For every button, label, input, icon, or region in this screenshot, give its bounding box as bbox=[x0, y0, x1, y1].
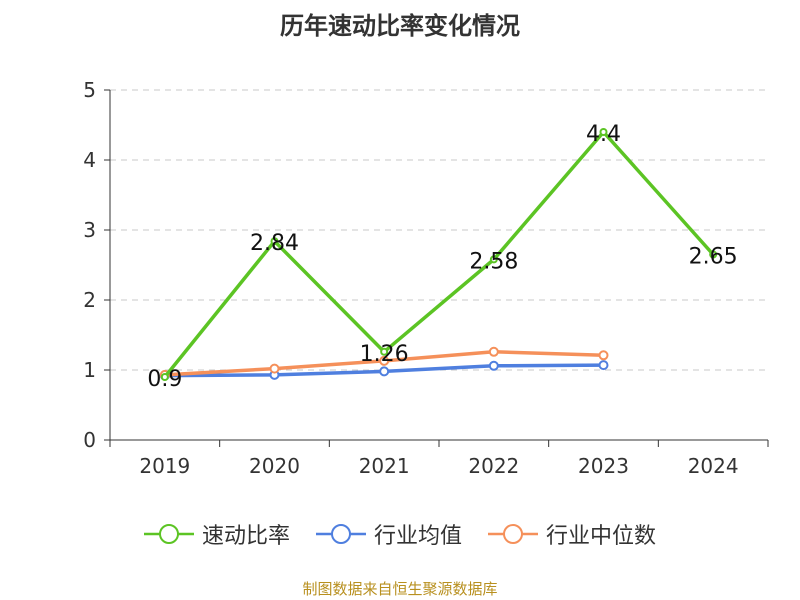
data-label: 4.4 bbox=[586, 122, 621, 147]
legend-label-industry-mean: 行业均值 bbox=[373, 524, 462, 549]
data-point bbox=[488, 360, 499, 371]
data-label: 2.65 bbox=[689, 245, 738, 270]
data-point bbox=[379, 366, 390, 377]
legend-item-industry-mean[interactable]: 行业均值 bbox=[315, 518, 462, 550]
data-point bbox=[489, 255, 498, 264]
data-label: 1.26 bbox=[360, 342, 409, 367]
data-point bbox=[269, 363, 280, 374]
y-tick-label: 5 bbox=[83, 78, 96, 102]
data-label: 0.9 bbox=[147, 367, 182, 392]
x-tick-label: 2020 bbox=[249, 454, 300, 478]
data-label: 2.84 bbox=[250, 231, 299, 256]
data-point bbox=[488, 346, 499, 357]
data-point bbox=[599, 128, 608, 136]
data-point bbox=[270, 237, 279, 246]
source-footer: 制图数据来自恒生聚源数据库 bbox=[302, 580, 498, 598]
data-point bbox=[160, 373, 169, 381]
y-tick-label: 0 bbox=[83, 428, 96, 452]
series-line-0 bbox=[163, 130, 715, 379]
y-tick-label: 1 bbox=[83, 358, 96, 382]
legend-swatch-industry-mean bbox=[315, 524, 366, 544]
y-tick-label: 2 bbox=[83, 288, 96, 312]
y-tick-label: 4 bbox=[83, 148, 96, 172]
legend: 速动比率 行业均值 行业中位数 bbox=[0, 518, 800, 550]
data-point bbox=[379, 355, 390, 366]
x-tick-label: 2024 bbox=[688, 454, 739, 478]
data-point bbox=[380, 347, 389, 356]
legend-item-industry-median[interactable]: 行业中位数 bbox=[488, 518, 656, 550]
data-label: 2.58 bbox=[469, 249, 518, 274]
data-point bbox=[598, 350, 609, 361]
data-point bbox=[598, 360, 609, 371]
legend-swatch-quick-ratio bbox=[143, 524, 194, 544]
x-tick-label: 2019 bbox=[139, 454, 190, 478]
chart-title: 历年速动比率变化情况 bbox=[280, 12, 520, 40]
x-tick-label: 2021 bbox=[359, 454, 410, 478]
legend-label-industry-median: 行业中位数 bbox=[546, 524, 657, 549]
legend-label-quick-ratio: 速动比率 bbox=[201, 524, 290, 549]
legend-swatch-industry-median bbox=[488, 524, 538, 544]
x-tick-label: 2023 bbox=[578, 454, 629, 478]
legend-item-quick-ratio[interactable]: 速动比率 bbox=[143, 518, 290, 550]
y-tick-label: 3 bbox=[83, 218, 96, 242]
x-tick-label: 2022 bbox=[468, 454, 519, 478]
data-point bbox=[709, 250, 718, 259]
